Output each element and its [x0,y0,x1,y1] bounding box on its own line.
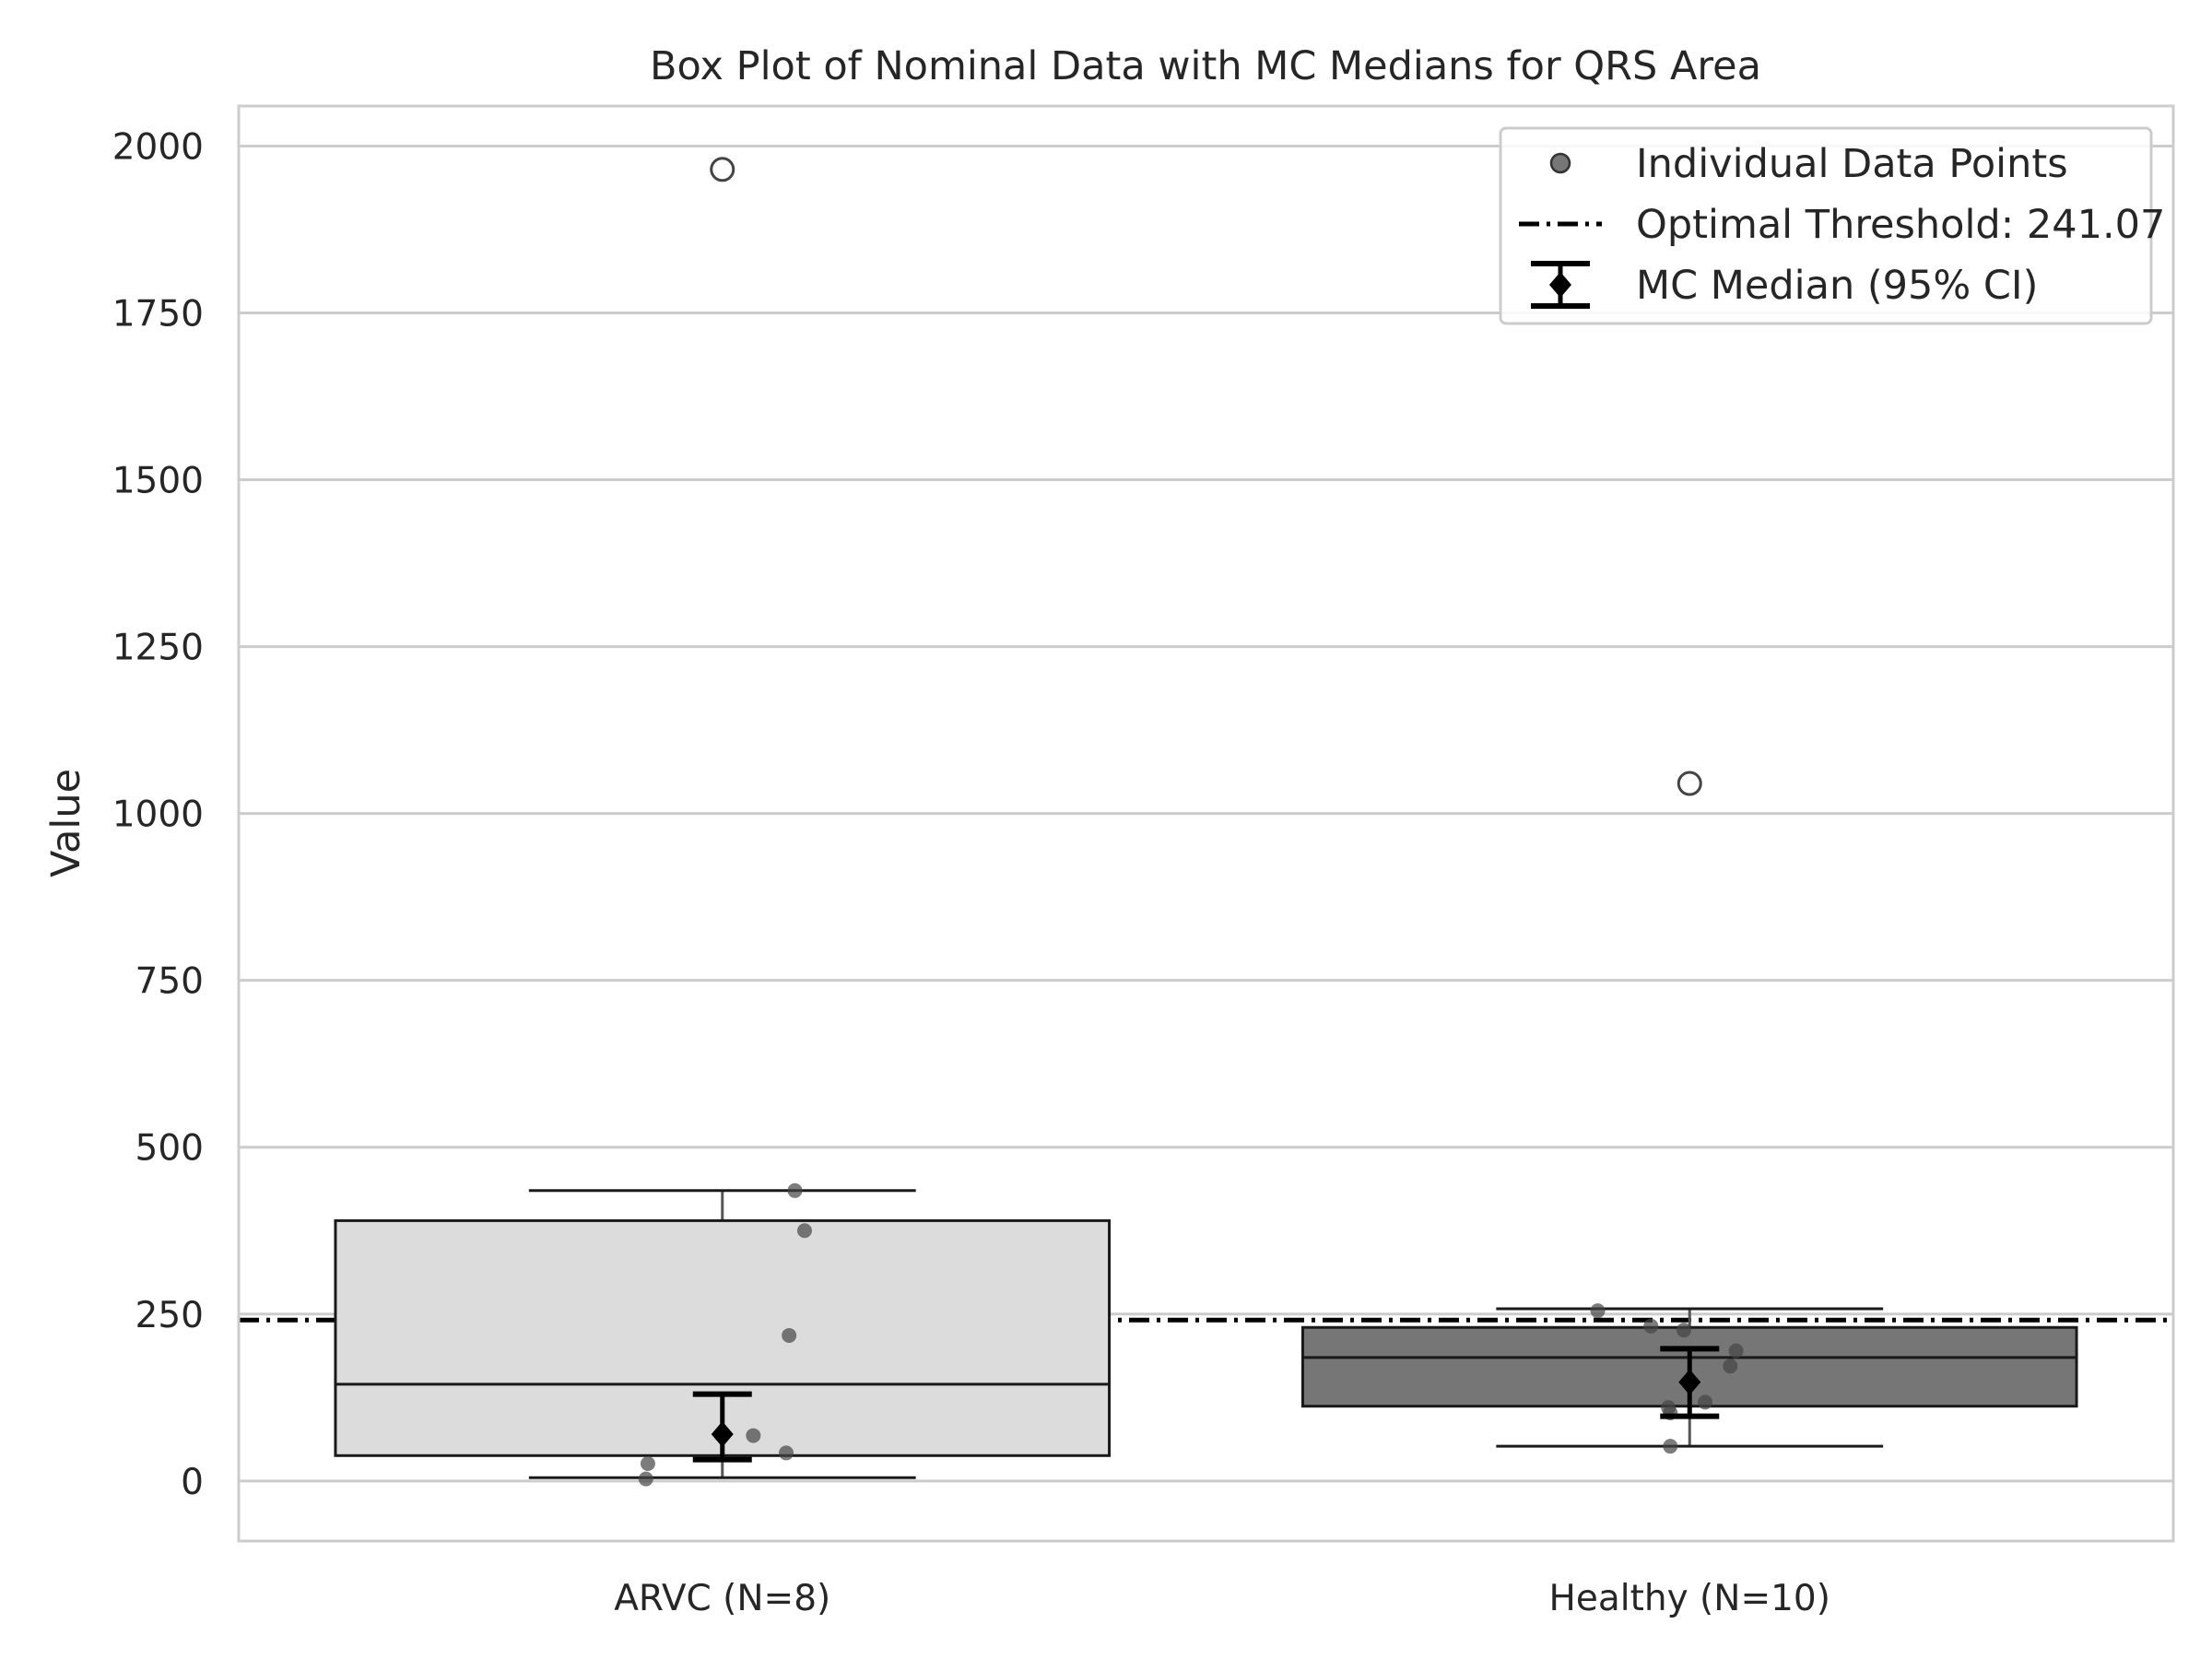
legend-frame [1499,126,2153,325]
legend-marker-mc-median [1531,261,1590,309]
legend-label-threshold: Optimal Threshold: 241.07 [1636,202,2165,248]
y-tick-label: 1750 [112,293,204,335]
legend-label-points: Individual Data Points [1636,141,2068,187]
data-point [746,1428,761,1443]
y-tick-label: 1000 [112,794,204,836]
y-tick-label: 1250 [112,628,204,669]
data-point [796,1223,812,1239]
data-point [1676,1323,1691,1338]
data-point [1728,1343,1744,1359]
mc-median-marker [1678,1369,1701,1395]
y-tick-label: 1500 [112,461,204,502]
y-tick-label: 0 [181,1462,204,1503]
y-tick-label: 500 [135,1128,204,1170]
data-point [1643,1318,1659,1334]
x-tick-labels: ARVC (N=8) Healthy (N=10) [614,1578,1830,1619]
plot-frame [237,104,2175,1543]
y-tick-label: 2000 [112,126,204,168]
data-point [1663,1439,1678,1454]
data-point [640,1455,655,1471]
outlier-marker [710,157,735,182]
chart-title: Box Plot of Nominal Data with MC Medians… [650,43,1761,89]
data-point [1590,1303,1606,1319]
legend: Individual Data Points Optimal Threshold… [1499,126,2165,325]
y-tick-labels: 0 250 500 750 1000 1250 1500 1750 2000 [112,126,204,1502]
outlier-marker [1677,771,1702,796]
x-tick-label: Healthy (N=10) [1549,1578,1830,1619]
x-tick-label: ARVC (N=8) [614,1578,830,1619]
y-tick-label: 250 [135,1295,204,1336]
data-point [779,1445,794,1461]
data-point [782,1327,797,1343]
data-point [1723,1359,1738,1374]
mc-median-layer [692,1346,1720,1463]
legend-label-mc-median: MC Median (95% CI) [1636,263,2038,309]
points-layer [638,1182,1744,1487]
legend-marker-points [1549,152,1571,174]
data-point [638,1471,653,1487]
grid-layer [239,144,2173,1483]
data-point [787,1182,803,1198]
y-axis-label: Value [43,769,89,877]
y-tick-label: 750 [135,961,204,1003]
data-point [1698,1394,1713,1410]
mc-median-marker [711,1421,734,1448]
